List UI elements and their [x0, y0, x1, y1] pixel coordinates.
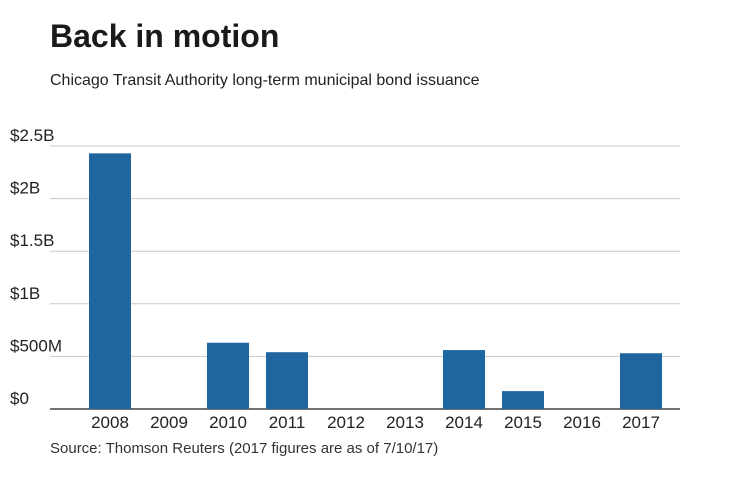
- gridlines: [50, 145, 680, 410]
- bar-2014: [443, 350, 485, 409]
- x-tick-labels: 2008 2009 2010 2011 2012 2013 2014 2015 2016 2017: [91, 413, 660, 432]
- y-tick-label: $2.5B: [10, 126, 54, 145]
- x-tick-label: 2012: [327, 413, 365, 432]
- bars: [89, 153, 662, 409]
- x-tick-label: 2017: [622, 413, 660, 432]
- x-tick-label: 2010: [209, 413, 247, 432]
- x-tick-label: 2014: [445, 413, 483, 432]
- x-tick-label: 2011: [269, 413, 306, 432]
- bar-2011: [266, 352, 308, 409]
- y-tick-label: $0: [10, 389, 29, 408]
- bar-2008: [89, 153, 131, 409]
- y-tick-label: $2B: [10, 179, 40, 198]
- chart-subtitle: Chicago Transit Authority long-term muni…: [50, 72, 480, 89]
- source-note: Source: Thomson Reuters (2017 figures ar…: [50, 440, 439, 457]
- x-tick-label: 2013: [386, 413, 424, 432]
- bar-chart: $0 $500M $1B $1.5B $2B $2.5B 2008 2009 2010 2011…: [10, 126, 680, 432]
- bar-2015: [502, 391, 544, 409]
- x-tick-label: 2008: [91, 413, 129, 432]
- y-tick-label: $500M: [10, 336, 62, 355]
- bar-2010: [207, 342, 249, 409]
- x-tick-label: 2009: [150, 413, 188, 432]
- x-tick-label: 2015: [504, 413, 542, 432]
- bar-2017: [620, 353, 662, 409]
- y-tick-label: $1B: [10, 284, 40, 303]
- chart-title: Back in motion: [50, 18, 280, 54]
- x-tick-label: 2016: [563, 413, 601, 432]
- y-tick-labels: $0 $500M $1B $1.5B $2B $2.5B: [10, 126, 62, 408]
- y-tick-label: $1.5B: [10, 231, 54, 250]
